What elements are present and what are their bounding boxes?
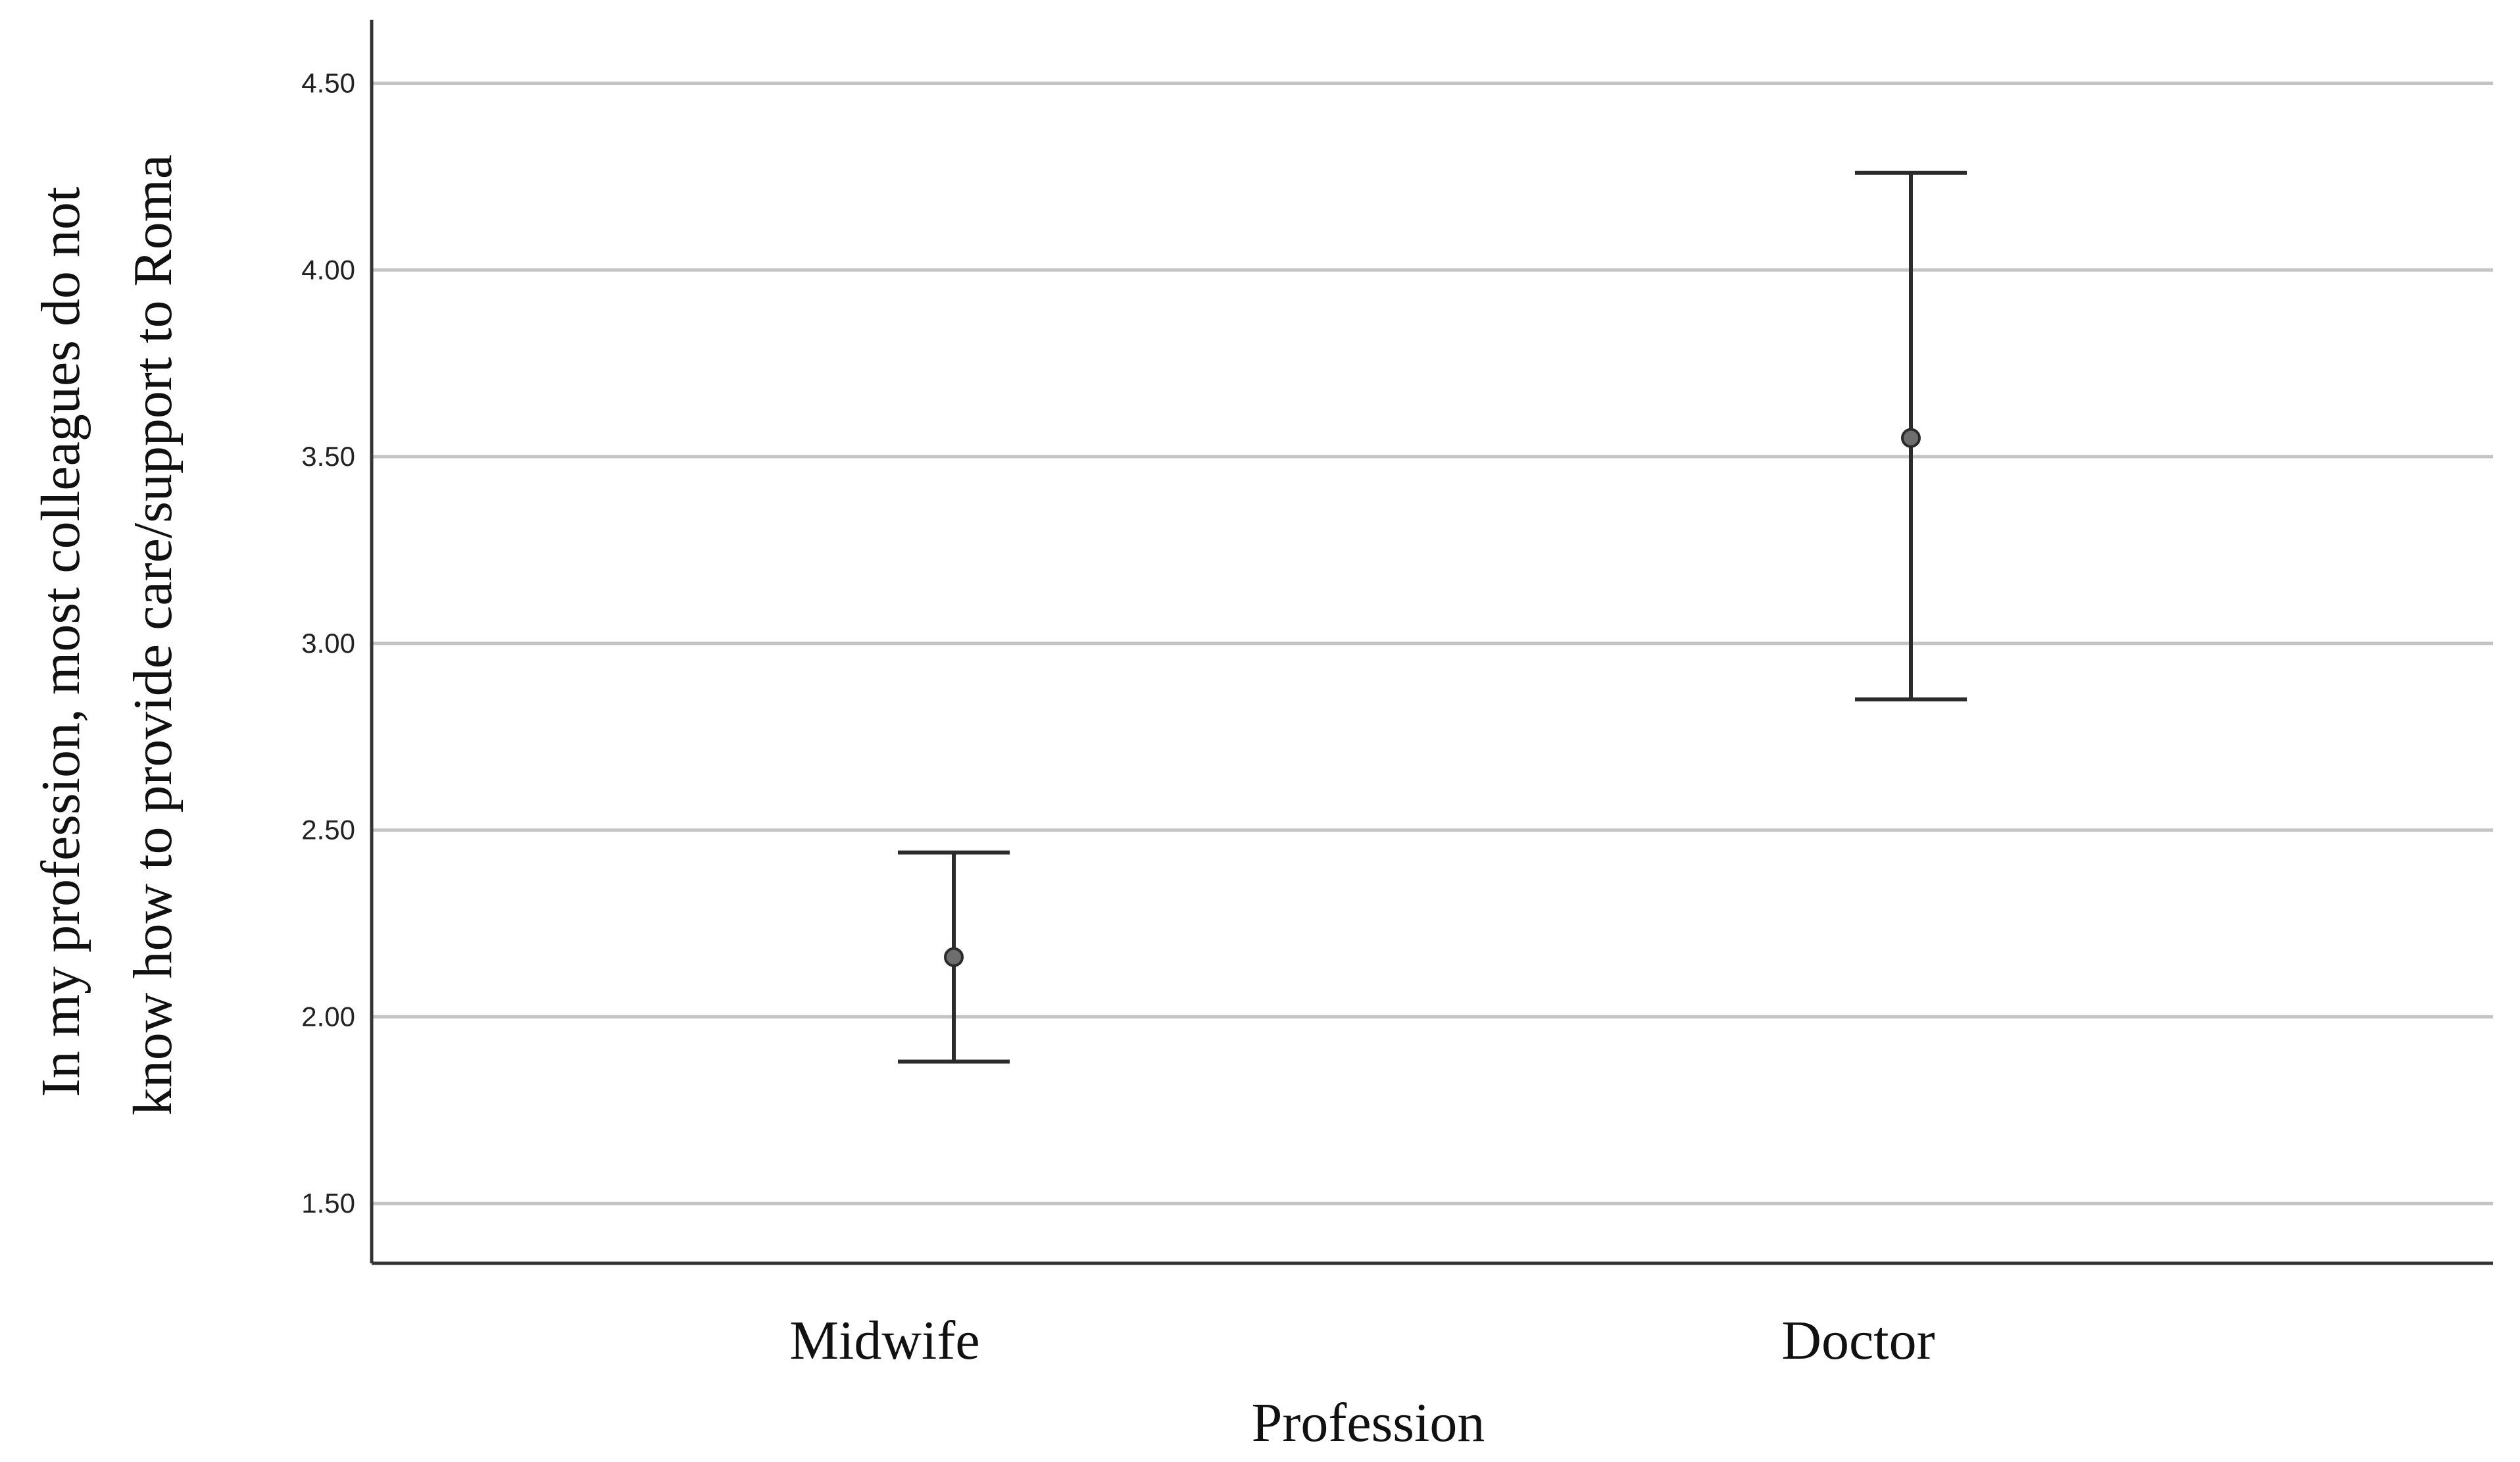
y-tick-label: 3.00	[301, 628, 355, 659]
gridlines	[372, 81, 2493, 1205]
y-tick-label: 3.50	[301, 441, 355, 472]
y-tick-label: 1.50	[301, 1188, 355, 1219]
axes	[370, 20, 2493, 1265]
mean-point	[944, 947, 964, 967]
x-axis-title: Profession	[1252, 1392, 1485, 1453]
x-category-label: Doctor	[1781, 1310, 1935, 1371]
y-tick-label: 4.50	[301, 67, 355, 98]
x-category-label: Midwife	[789, 1310, 979, 1371]
y-axis-title-line-2: know how to provide care/support to Roma	[122, 155, 184, 1115]
error-bars	[898, 170, 1967, 1064]
y-tick-label: 4.00	[301, 254, 355, 285]
y-tick-label: 2.00	[301, 1001, 355, 1032]
y-axis-title: In my profession, most colleagues do not…	[30, 155, 184, 1115]
mean-point	[1901, 428, 1921, 448]
x-category-labels: Midwife Doctor	[789, 1310, 1935, 1371]
y-axis-title-line-1: In my profession, most colleagues do not	[30, 187, 91, 1097]
y-tick-labels: 1.50 2.00 2.50 3.00 3.50 4.00 4.50	[301, 67, 355, 1219]
y-tick-label: 2.50	[301, 815, 355, 845]
